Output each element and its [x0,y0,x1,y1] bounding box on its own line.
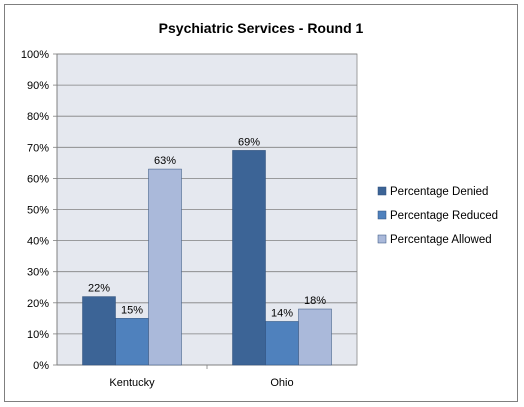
y-tick-label: 30% [27,267,49,279]
y-tick-label: 10% [27,329,49,341]
legend-swatch [377,210,387,220]
data-label: 18% [304,295,326,307]
legend-label: Percentage Denied [390,186,488,198]
y-tick-label: 80% [27,111,49,123]
y-tick-label: 90% [27,80,49,92]
data-label: 69% [238,136,260,148]
data-label: 14% [271,307,293,319]
data-label: 63% [154,155,176,167]
bar-percentage-denied [232,150,266,366]
bar-percentage-allowed [148,168,182,366]
legend-swatch [377,234,387,244]
bar-percentage-denied [82,296,116,366]
legend-label: Percentage Reduced [390,210,498,222]
bar-percentage-reduced [265,321,299,366]
legend: Percentage Denied Percentage Reduced Perce… [377,186,498,246]
y-tick-label: 100% [21,49,49,61]
y-tick-label: 40% [27,236,49,248]
y-tick-label: 70% [27,142,49,154]
plot-area: 0% 10% 20% 30% 40% 50% 60% 70% 80% 90% 100% 22% 15% 6… [21,49,358,389]
y-tick-label: 0% [33,360,49,372]
y-tick-label: 50% [27,205,49,217]
chart-title: Psychiatric Services - Round 1 [159,20,364,36]
legend-label: Percentage Allowed [390,234,492,246]
y-tick-label: 60% [27,173,49,185]
legend-swatch [377,186,387,196]
data-label: 22% [88,283,110,295]
data-label: 15% [121,304,143,316]
bar-percentage-reduced [115,318,149,366]
x-tick-label: Ohio [270,377,293,389]
bar-percentage-allowed [298,308,332,366]
y-tick-label: 20% [27,298,49,310]
x-tick-label: Kentucky [109,377,155,389]
